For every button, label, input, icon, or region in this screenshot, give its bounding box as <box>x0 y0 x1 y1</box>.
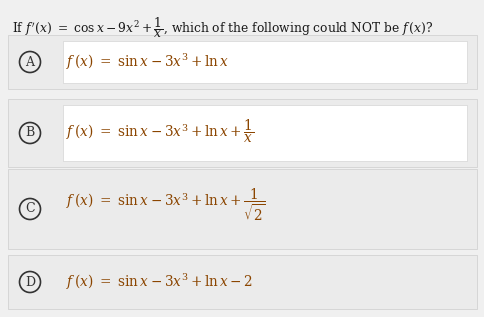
Text: If $f\,'(x)\ =\ \cos x - 9x^2 + \dfrac{1}{x}$, which of the following could NOT : If $f\,'(x)\ =\ \cos x - 9x^2 + \dfrac{1… <box>12 15 433 40</box>
FancyBboxPatch shape <box>8 35 476 89</box>
Text: A: A <box>26 55 34 68</box>
Text: B: B <box>25 126 34 139</box>
FancyBboxPatch shape <box>8 169 476 249</box>
Text: $f\,(x)\ =\ \sin x - 3x^3 + \ln x + \dfrac{1}{x}$: $f\,(x)\ =\ \sin x - 3x^3 + \ln x + \dfr… <box>66 117 254 145</box>
Text: C: C <box>25 203 35 216</box>
FancyBboxPatch shape <box>63 41 466 83</box>
Text: $f\,(x)\ =\ \sin x - 3x^3 + \ln x$: $f\,(x)\ =\ \sin x - 3x^3 + \ln x$ <box>66 52 228 72</box>
FancyBboxPatch shape <box>63 105 466 161</box>
FancyBboxPatch shape <box>8 255 476 309</box>
FancyBboxPatch shape <box>8 99 476 167</box>
Text: $f\,(x)\ =\ \sin x - 3x^3 + \ln x + \dfrac{1}{\sqrt{2}}$: $f\,(x)\ =\ \sin x - 3x^3 + \ln x + \dfr… <box>66 187 265 223</box>
Text: $f\,(x)\ =\ \sin x - 3x^3 + \ln x - 2$: $f\,(x)\ =\ \sin x - 3x^3 + \ln x - 2$ <box>66 272 253 292</box>
Text: D: D <box>25 275 35 288</box>
